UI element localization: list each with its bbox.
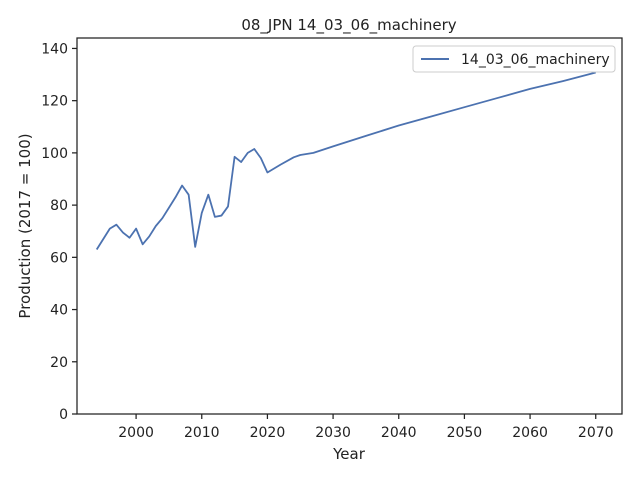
x-tick-label: 2000 bbox=[118, 425, 154, 441]
y-tick-label: 40 bbox=[50, 303, 68, 319]
y-tick-label: 120 bbox=[41, 94, 68, 110]
x-tick-label: 2050 bbox=[447, 425, 483, 441]
y-tick-label: 100 bbox=[41, 146, 68, 162]
series-line-0 bbox=[95, 71, 596, 250]
legend-box bbox=[412, 45, 616, 73]
series-layer bbox=[95, 71, 596, 250]
y-tick-label: 0 bbox=[59, 407, 68, 423]
chart-title: 08_JPN 14_03_06_machinery bbox=[241, 16, 456, 35]
x-tick-label: 2070 bbox=[578, 425, 614, 441]
legend-label: 14_03_06_machinery bbox=[461, 52, 610, 68]
x-axis-title: Year bbox=[332, 445, 366, 463]
x-tick-label: 2020 bbox=[250, 425, 286, 441]
axis-ticks: 2000 2010 2020 2030 2040 2050 2060 207002040608… bbox=[41, 41, 613, 441]
x-tick-label: 2010 bbox=[184, 425, 220, 441]
x-tick-label: 2060 bbox=[512, 425, 548, 441]
legend: 14_03_06_machinery bbox=[412, 45, 616, 73]
y-tick-label: 60 bbox=[50, 250, 68, 266]
x-tick-label: 2040 bbox=[381, 425, 417, 441]
y-axis-title: Production (2017 = 100) bbox=[16, 133, 34, 318]
plot-area-frame bbox=[76, 37, 623, 415]
y-tick-label: 140 bbox=[41, 41, 68, 57]
y-tick-label: 80 bbox=[50, 198, 68, 214]
y-tick-label: 20 bbox=[50, 355, 68, 371]
x-tick-label: 2030 bbox=[315, 425, 351, 441]
